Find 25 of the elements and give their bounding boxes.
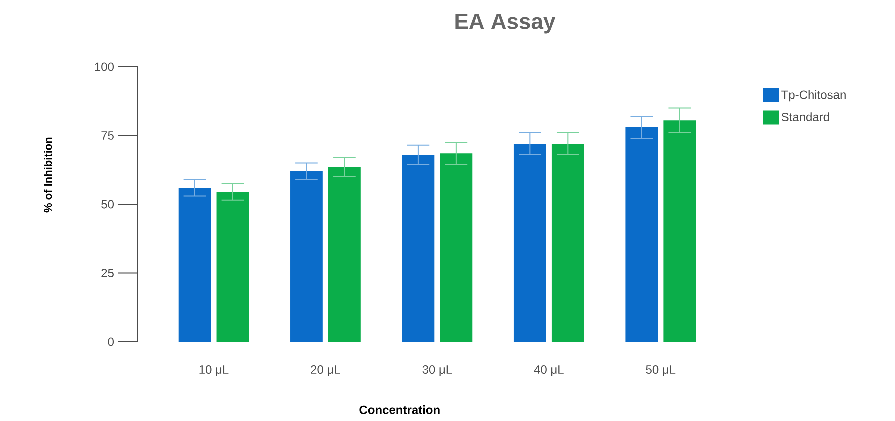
x-tick-label: 50 μL [646, 366, 676, 376]
bar [626, 128, 658, 342]
bar [328, 167, 361, 342]
y-axis-title: % of Inhibition [44, 138, 52, 213]
bar [216, 192, 250, 342]
x-tick-label: 40 μL [534, 366, 564, 376]
bar [552, 144, 584, 342]
x-tick-label: 10 μL [200, 366, 229, 376]
bar [178, 188, 212, 342]
bar [664, 120, 696, 342]
y-tick-label: 0 [108, 338, 114, 346]
y-tick-label: 25 [102, 269, 114, 278]
y-tick-label: 100 [95, 62, 114, 72]
y-tick-label: 50 [102, 200, 114, 209]
y-tick-label: 75 [102, 132, 114, 140]
legend-label: Tp-Chitosan [782, 90, 846, 102]
bar [514, 144, 546, 342]
x-axis-title: Concentration [360, 406, 440, 414]
legend-label: Standard [782, 112, 830, 122]
x-tick-label: 30 μL [422, 366, 452, 376]
chart-title: EA Assay [456, 14, 556, 34]
bar [290, 172, 323, 342]
bar [440, 154, 473, 342]
x-tick-label: 20 μL [311, 366, 340, 376]
bar [402, 155, 435, 342]
